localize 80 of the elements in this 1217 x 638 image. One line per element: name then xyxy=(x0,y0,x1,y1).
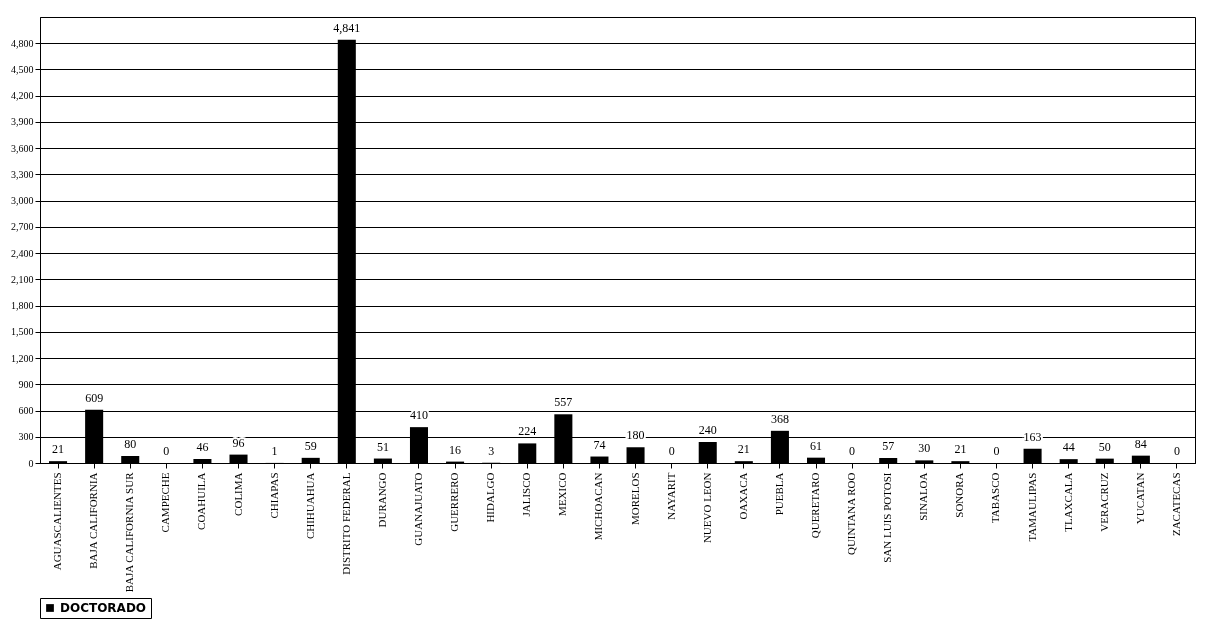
text: 96 xyxy=(232,435,245,450)
y-tick-label: 3,300 xyxy=(11,168,34,180)
x-tick-label: HIDALGO xyxy=(484,472,497,523)
x-tick-label: JALISCO xyxy=(520,472,533,517)
y-tick-label: 2,400 xyxy=(11,247,34,259)
text: 16 xyxy=(449,442,462,457)
y-tick-label: 3,000 xyxy=(11,195,34,207)
text: 240 xyxy=(698,423,717,438)
text: 224 xyxy=(518,424,537,439)
x-tick-label: SINALOA xyxy=(917,472,930,521)
y-tick-label: 1,200 xyxy=(11,352,34,364)
text: 557 xyxy=(554,395,573,410)
x-tick-label: TLAXCALA xyxy=(1061,472,1074,532)
y-tick-label: 0 xyxy=(28,457,34,469)
x-tick-label: MICHOACAN xyxy=(592,472,605,541)
y-tick-label: 4,500 xyxy=(11,63,34,75)
x-tick-label: TABASCO xyxy=(989,472,1002,523)
text: 46 xyxy=(196,439,209,454)
x-tick-label: QUERETARO xyxy=(809,472,822,539)
text: 3 xyxy=(488,443,495,458)
x-tick-label: VERACRUZ xyxy=(1097,472,1110,532)
x-tick-label: AGUASCALIENTES xyxy=(51,472,64,571)
legend-label: DOCTORADO xyxy=(60,601,147,615)
x-tick-label: CHIAPAS xyxy=(267,472,280,519)
y-tick-label: 4,200 xyxy=(11,90,34,102)
text: 368 xyxy=(770,411,789,426)
x-tick-label: TAMAULIPAS xyxy=(1025,472,1038,542)
x-tick-label: PUEBLA xyxy=(772,472,785,516)
y-tick-label: 900 xyxy=(18,378,34,390)
text: 0 xyxy=(849,444,856,458)
x-tick-label: CHIHUAHUA xyxy=(303,472,316,540)
text: 61 xyxy=(810,438,823,453)
y-tick-label: 1,500 xyxy=(11,326,34,338)
x-tick-label: NAYARIT xyxy=(664,472,677,520)
text: 30 xyxy=(918,441,931,456)
text: 0 xyxy=(163,444,170,458)
x-tick-label: BAJA CALIFORNIA xyxy=(87,472,100,569)
x-tick-label: GUANAJUATO xyxy=(411,472,424,546)
text: 84 xyxy=(1134,436,1147,451)
x-tick-label: SAN LUIS POTOSI xyxy=(881,472,894,563)
text: 74 xyxy=(593,437,606,452)
text: 609 xyxy=(85,390,104,405)
x-tick-label: QUINTANA ROO xyxy=(845,472,858,556)
text: 21 xyxy=(52,442,65,457)
text: 50 xyxy=(1098,439,1111,454)
y-tick-label: 2,100 xyxy=(11,273,34,285)
x-tick-label: CAMPECHE xyxy=(159,472,172,533)
x-tick-label: YUCATAN xyxy=(1133,472,1146,525)
text: 44 xyxy=(1062,440,1075,455)
y-tick-label: 1,800 xyxy=(11,300,34,312)
text: 80 xyxy=(124,437,137,451)
text: 0 xyxy=(993,444,1000,458)
x-tick-label: BAJA CALIFORNIA SUR xyxy=(123,471,136,593)
y-tick-label: 2,700 xyxy=(11,221,34,233)
y-tick-label: 3,600 xyxy=(11,142,34,154)
x-tick-label: ZACATECAS xyxy=(1169,472,1182,537)
text: 59 xyxy=(304,438,317,453)
x-tick-label: COAHUILA xyxy=(195,472,208,530)
text: 21 xyxy=(954,442,967,457)
x-tick-label: GUERRERO xyxy=(448,472,461,532)
text: 410 xyxy=(409,408,428,423)
x-tick-label: MORELOS xyxy=(628,472,641,526)
x-tick-label: SONORA xyxy=(953,472,966,518)
text: 0 xyxy=(1173,444,1180,458)
text: 1 xyxy=(271,443,278,458)
text: 4,841 xyxy=(333,20,361,35)
text: 21 xyxy=(737,442,750,457)
x-tick-label: DISTRITO FEDERAL xyxy=(339,472,352,575)
text: 51 xyxy=(376,439,389,454)
y-tick-label: 3,900 xyxy=(11,116,34,128)
x-tick-label: NUEVO LEON xyxy=(700,472,713,544)
x-tick-label: COLIMA xyxy=(231,472,244,516)
text: 57 xyxy=(882,439,895,454)
y-tick-label: 600 xyxy=(18,405,34,417)
x-tick-label: DURANGO xyxy=(375,472,388,528)
x-tick-label: OAXACA xyxy=(736,472,749,520)
text: 0 xyxy=(668,444,675,458)
y-tick-label: 4,800 xyxy=(11,37,34,49)
y-tick-label: 300 xyxy=(18,431,34,443)
x-tick-label: MEXICO xyxy=(556,472,569,516)
